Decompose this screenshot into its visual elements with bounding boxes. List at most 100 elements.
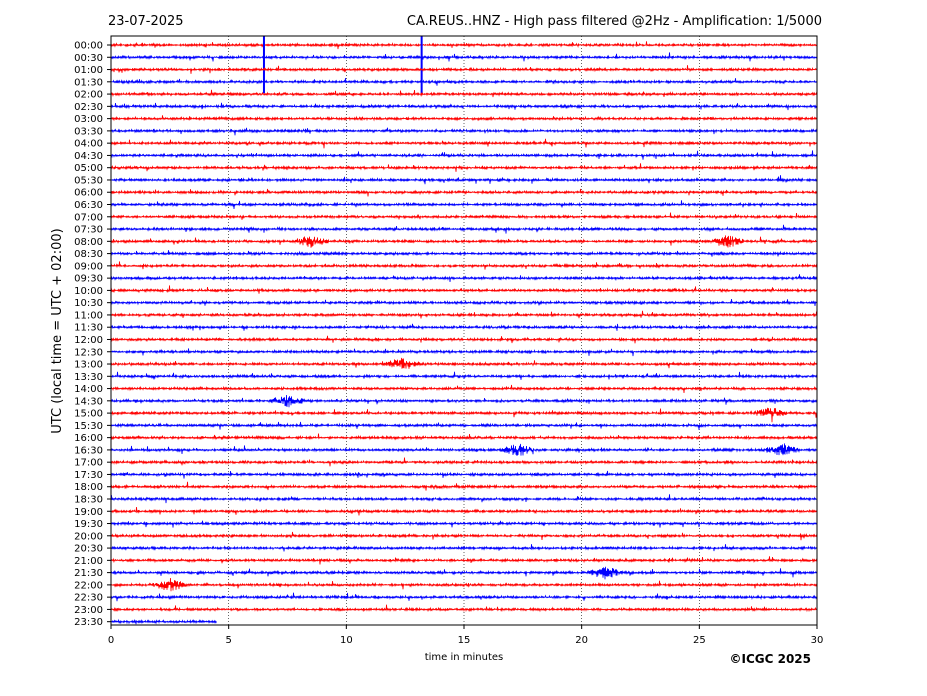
trace-line-1530 [110,421,818,431]
trace-line-1930 [110,520,818,528]
y-tick-label: 20:00 [74,531,103,542]
y-tick-label: 03:30 [74,126,103,137]
trace-line-0930 [110,274,818,283]
trace-line-0130 [110,77,818,86]
y-tick-label: 05:30 [74,175,103,186]
trace-line-0430 [110,150,818,160]
trace-line-1800 [110,481,818,491]
y-tick-label: 04:30 [74,151,103,162]
y-tick-label: 15:00 [74,409,103,420]
y-tick-label: 12:30 [74,347,103,358]
y-tick-label: 03:00 [74,114,103,125]
x-tick-label: 20 [575,635,588,646]
trace-line-1900 [110,507,818,516]
trace-line-0700 [110,212,818,220]
trace-line-0230 [110,102,818,111]
y-tick-label: 21:00 [74,556,103,567]
trace-line-1430 [110,394,818,408]
y-tick-label: 13:00 [74,360,103,371]
trace-line-1730 [110,470,818,479]
trace-line-2230 [110,592,818,602]
trace-line-1000 [110,285,818,294]
y-tick-label: 00:00 [74,41,103,52]
y-tick-label: 04:00 [74,139,103,150]
trace-line-1330 [110,371,818,380]
y-tick-label: 01:30 [74,77,103,88]
y-axis-label: UTC (local time = UTC + 02:00) [50,228,65,433]
trace-line-1230 [110,348,818,357]
y-tick-label: 06:30 [74,200,103,211]
x-tick-labels: 0 5 10 15 20 25 30 [108,625,823,646]
trace-line-0330 [110,127,818,136]
y-tick-label: 10:00 [74,286,103,297]
y-tick-label: 17:30 [74,470,103,481]
trace-line-2330 [110,618,217,625]
y-tick-label: 02:30 [74,102,103,113]
y-tick-label: 10:30 [74,298,103,309]
trace-line-2130 [110,566,818,580]
y-tick-label: 16:30 [74,445,103,456]
y-tick-label: 09:00 [74,261,103,272]
trace-line-0000 [110,41,818,50]
x-tick-label: 10 [340,635,353,646]
chart-title: CA.REUS..HNZ - High pass filtered @2Hz -… [407,14,822,29]
y-tick-label: 02:00 [74,90,103,101]
trace-line-1130 [110,323,818,331]
trace-line-0900 [110,261,818,270]
trace-line-0200 [110,89,818,98]
y-tick-label: 01:00 [74,65,103,76]
y-tick-label: 15:30 [74,421,103,432]
y-tick-label: 22:00 [74,580,103,591]
trace-line-1200 [110,335,818,344]
y-tick-label: 13:30 [74,372,103,383]
trace-line-0300 [110,115,818,122]
y-tick-label: 12:00 [74,335,103,346]
trace-line-0030 [110,52,818,62]
y-tick-label: 23:30 [74,617,103,628]
y-tick-label: 19:00 [74,507,103,518]
x-tick-label: 5 [225,635,231,646]
trace-line-0100 [110,65,818,74]
trace-line-2100 [110,556,818,565]
y-tick-label: 06:00 [74,188,103,199]
y-tick-label: 08:30 [74,249,103,260]
y-tick-label: 21:30 [74,568,103,579]
y-tick-label: 07:00 [74,212,103,223]
y-tick-label: 05:00 [74,163,103,174]
y-tick-label: 19:30 [74,519,103,530]
y-tick-label: 22:30 [74,593,103,604]
trace-line-1500 [110,407,818,423]
trace-line-0730 [110,224,818,234]
x-tick-label: 15 [458,635,471,646]
y-tick-label: 00:30 [74,53,103,64]
y-tick-label: 07:30 [74,225,103,236]
y-tick-label: 11:30 [74,323,103,334]
x-tick-label: 25 [693,635,706,646]
y-tick-label: 16:00 [74,433,103,444]
trace-line-2200 [110,577,818,592]
y-tick-label: 18:30 [74,494,103,505]
vertical-grid [228,36,700,625]
x-axis-label: time in minutes [425,652,504,663]
trace-line-0400 [110,138,818,149]
y-tick-label: 08:00 [74,237,103,248]
trace-line-1300 [110,357,818,369]
y-tick-label: 17:00 [74,458,103,469]
trace-line-1400 [110,384,818,394]
x-tick-label: 0 [108,635,114,646]
trace-line-0830 [110,250,818,257]
trace-line-1630 [110,443,818,457]
trace-line-0600 [110,188,818,197]
trace-line-2000 [110,531,818,541]
trace-line-1830 [110,494,818,504]
trace-line-1600 [110,433,818,441]
y-tick-label: 14:30 [74,396,103,407]
trace-line-0530 [110,175,818,185]
trace-line-1030 [110,298,818,306]
y-tick-label: 14:00 [74,384,103,395]
trace-line-2300 [110,604,818,613]
y-tick-label: 18:00 [74,482,103,493]
